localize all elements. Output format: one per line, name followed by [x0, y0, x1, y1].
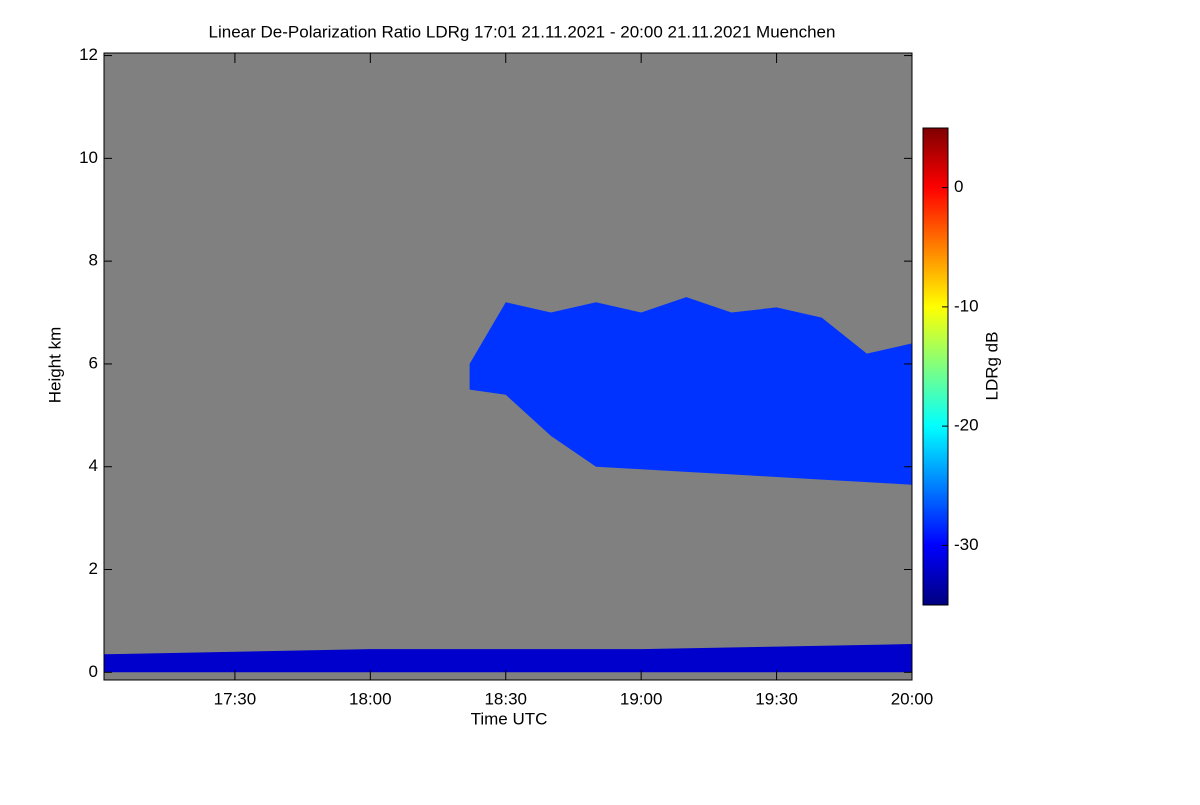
ldr-layer [104, 644, 912, 673]
colorbar-label: LDRg dB [982, 332, 1001, 401]
colorbar [922, 127, 949, 606]
chart-title: Linear De-Polarization Ratio LDRg 17:01 … [209, 22, 836, 41]
plot-frame [103, 52, 913, 681]
colorbar-tick-label: -10 [954, 296, 979, 315]
x-tick-label: 17:30 [214, 689, 257, 708]
y-tick-label: 0 [89, 662, 98, 681]
x-tick-label: 20:00 [891, 689, 934, 708]
colorbar-tick-label: -20 [954, 416, 979, 435]
y-tick-label: 10 [79, 148, 98, 167]
ldr-layer [469, 297, 912, 485]
y-tick-label: 4 [89, 456, 98, 475]
y-tick-label: 8 [89, 251, 98, 270]
y-tick-label: 12 [79, 45, 98, 64]
x-tick-label: 18:00 [349, 689, 392, 708]
colorbar-tick-label: 0 [954, 177, 963, 196]
x-axis-label: Time UTC [471, 709, 548, 728]
x-tick-label: 18:30 [484, 689, 527, 708]
y-tick-label: 6 [89, 353, 98, 372]
colorbar-tick-label: -30 [954, 535, 979, 554]
x-tick-label: 19:30 [755, 689, 798, 708]
x-tick-label: 19:00 [620, 689, 663, 708]
y-axis-label: Height km [45, 327, 64, 404]
y-tick-label: 2 [89, 559, 98, 578]
